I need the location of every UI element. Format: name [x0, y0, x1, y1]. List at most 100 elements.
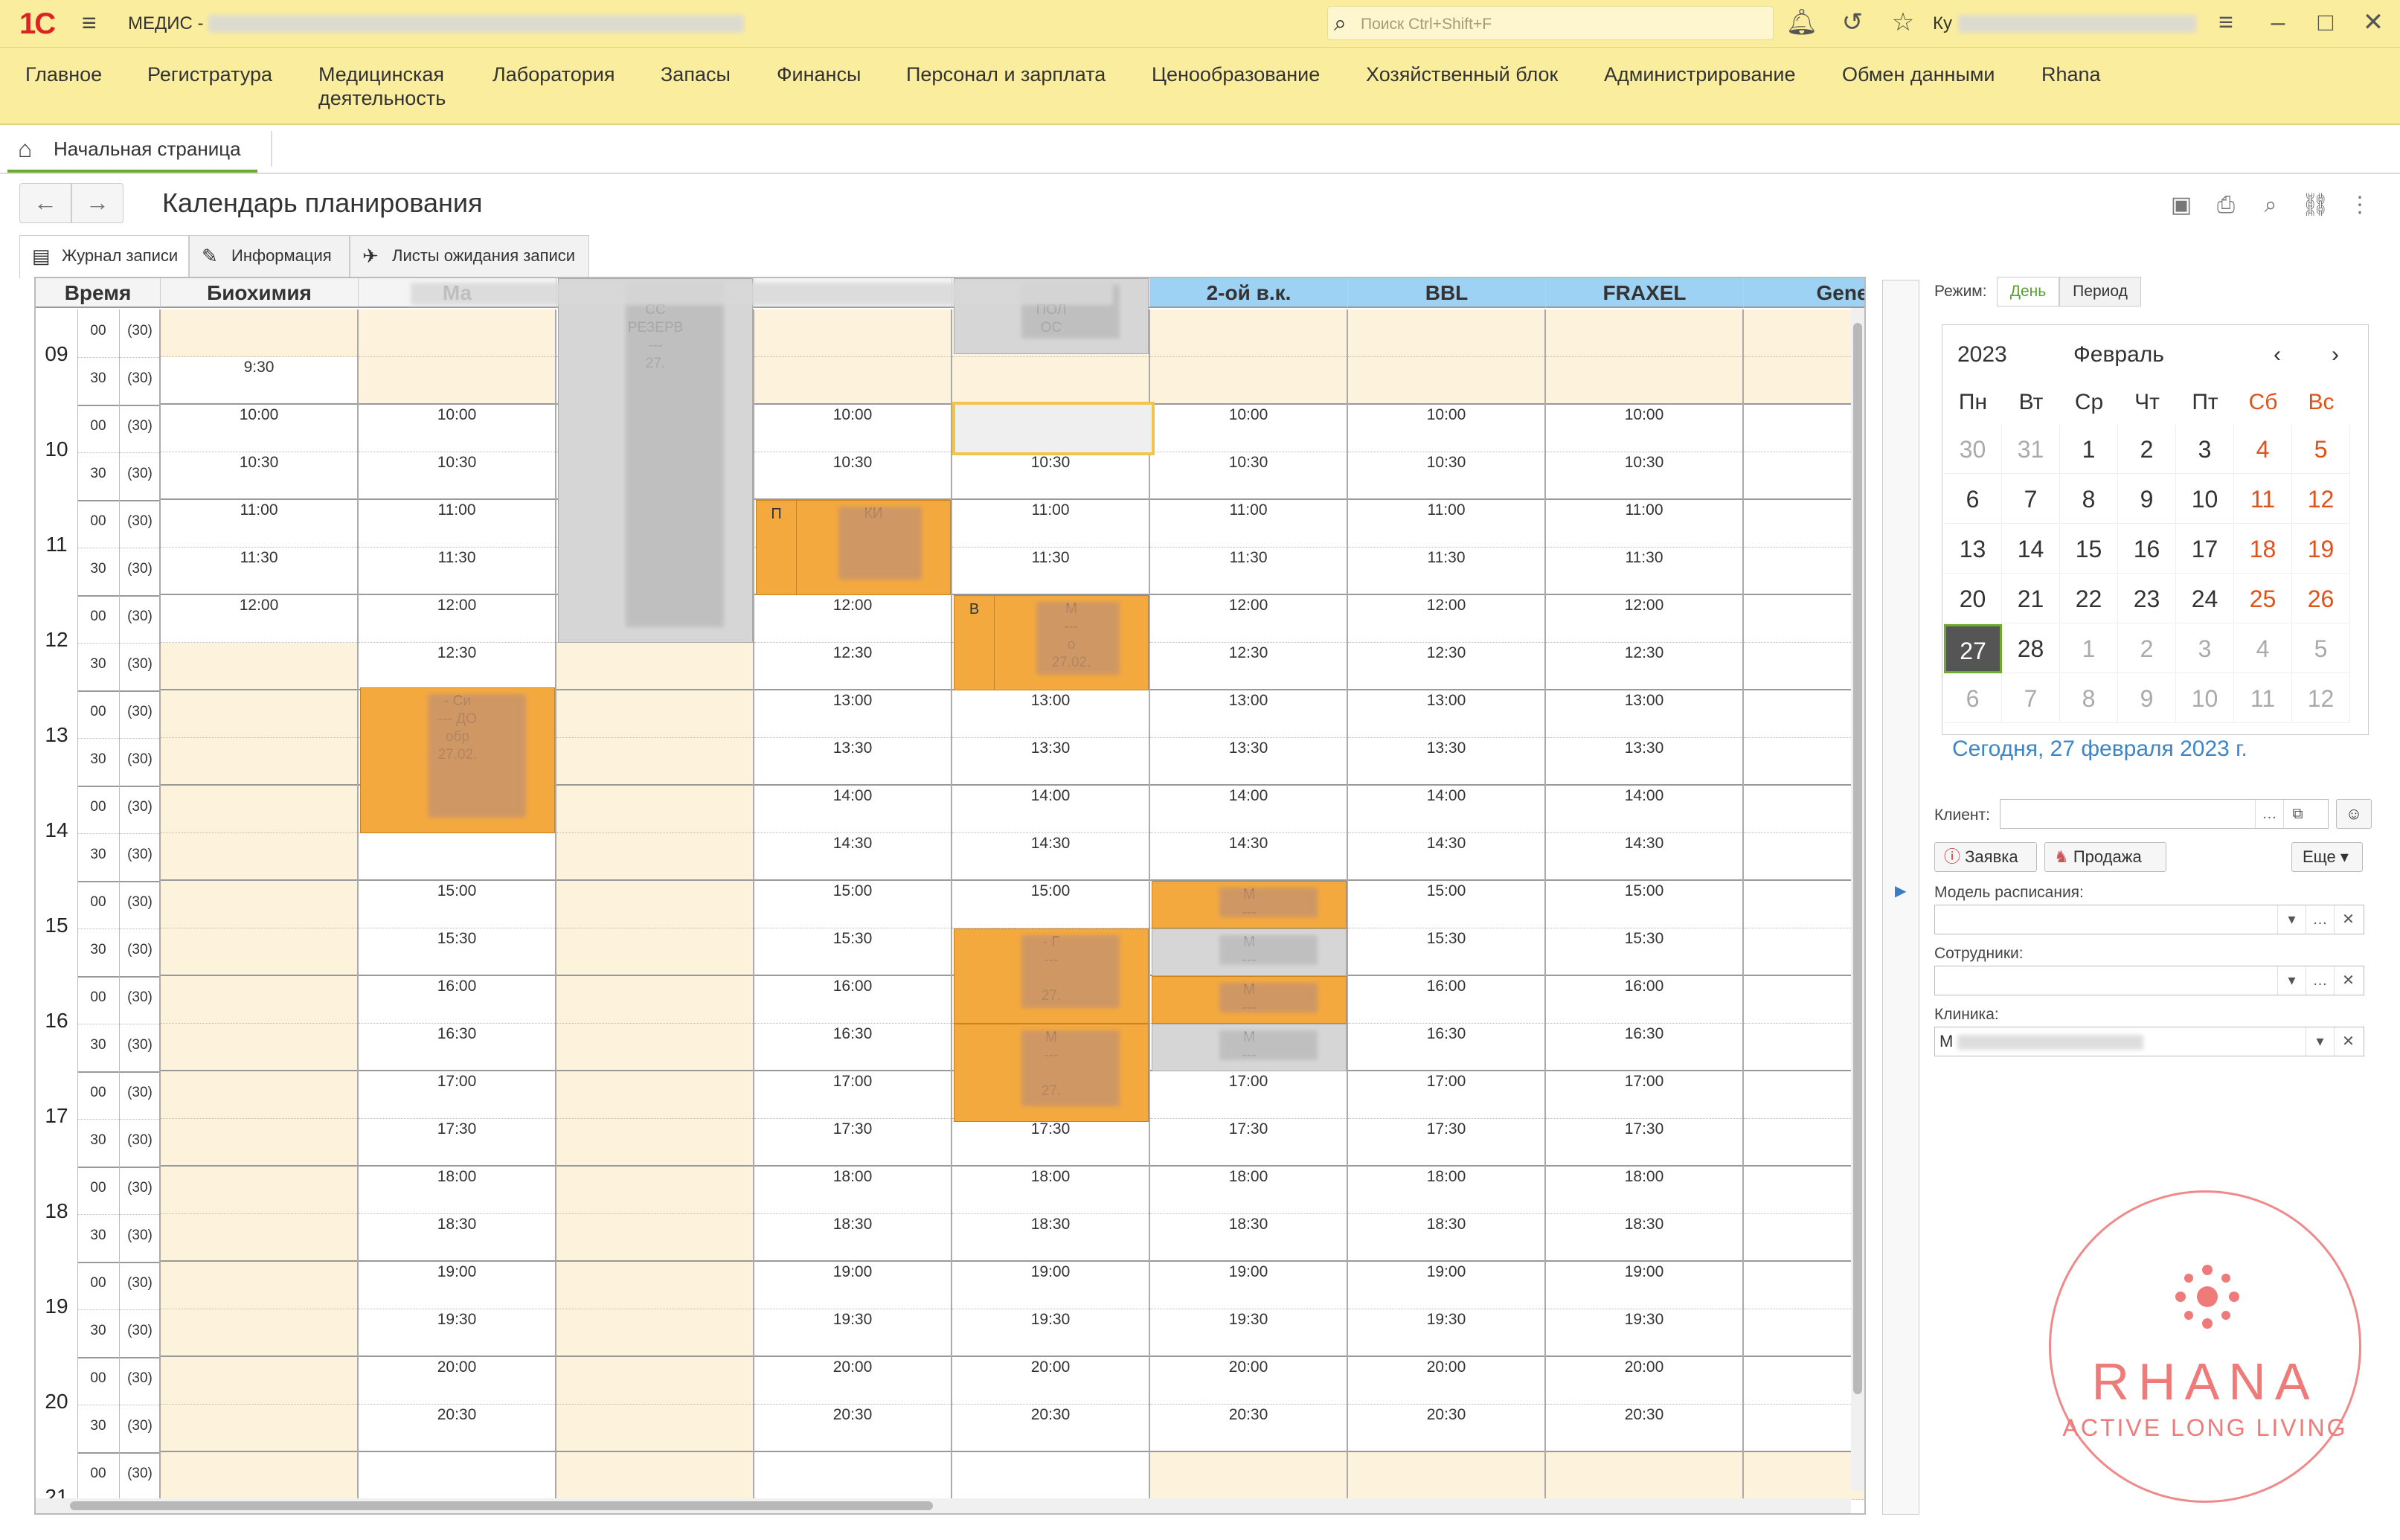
time-slot[interactable]	[161, 690, 357, 738]
time-slot[interactable]: 19:30	[754, 1309, 951, 1357]
time-slot[interactable]: 12:30	[1546, 643, 1742, 690]
appointment[interactable]: ПКИ	[756, 500, 951, 595]
time-slot[interactable]: 10:30	[754, 452, 951, 500]
time-slot[interactable]: 14:30	[1348, 833, 1544, 881]
time-slot[interactable]: 10:00	[1150, 405, 1347, 452]
time-slot[interactable]: 12:00	[1348, 595, 1544, 643]
column-header[interactable]: Биохимия	[161, 278, 359, 308]
time-slot[interactable]: 10:30	[359, 452, 555, 500]
time-slot[interactable]: 10:00	[161, 405, 357, 452]
time-slot[interactable]: 12:30	[1744, 643, 1864, 690]
clinic-dropdown-button[interactable]: ▾	[2306, 1027, 2334, 1056]
time-slot[interactable]: 20:00	[1348, 1357, 1544, 1405]
time-slot[interactable]: 10:00	[1546, 405, 1742, 452]
request-button[interactable]: ⓘ Заявка	[1934, 842, 2037, 872]
time-slot[interactable]	[556, 1167, 753, 1214]
menu-pricing[interactable]: Ценообразование	[1152, 63, 1321, 86]
time-slot[interactable]: 20:30	[1546, 1405, 1742, 1452]
calendar-day[interactable]: 11	[2234, 674, 2292, 723]
vertical-scrollbar[interactable]	[1851, 308, 1864, 1491]
time-slot[interactable]: 10:30	[1546, 452, 1742, 500]
time-slot[interactable]	[556, 928, 753, 976]
time-slot[interactable]: 20:00	[952, 1357, 1149, 1405]
menu-household[interactable]: Хозяйственный блок	[1366, 63, 1559, 86]
time-slot[interactable]: 10:30	[161, 452, 357, 500]
time-slot[interactable]	[161, 1452, 357, 1500]
time-slot[interactable]: 20:30	[1150, 1405, 1347, 1452]
time-slot[interactable]: 12:30	[1150, 643, 1347, 690]
vertical-scroll-thumb[interactable]	[1853, 323, 1862, 1394]
maximize-icon[interactable]: □	[2317, 8, 2334, 36]
menu-registry[interactable]: Регистратура	[147, 63, 272, 86]
time-slot[interactable]: 20:30	[359, 1405, 555, 1452]
time-slot[interactable]: 18:30	[952, 1214, 1149, 1262]
calendar-day[interactable]: 9	[2118, 674, 2176, 723]
time-slot[interactable]: 16:30	[754, 1024, 951, 1071]
calendar-day[interactable]: 27	[1944, 624, 2002, 673]
time-slot[interactable]	[556, 1214, 753, 1262]
bell-icon[interactable]: 🔔︎	[1785, 8, 1818, 36]
client-field[interactable]: … ⧉	[2000, 799, 2329, 829]
time-slot[interactable]: 12:00	[161, 595, 357, 643]
calendar-day[interactable]: 6	[1944, 475, 2002, 524]
time-slot[interactable]: 13:30	[1546, 738, 1742, 786]
calendar-day[interactable]: 20	[1944, 574, 2002, 623]
time-slot[interactable]	[161, 881, 357, 928]
time-slot[interactable]: 11:30	[1150, 548, 1347, 595]
time-slot[interactable]: 15:00	[1348, 881, 1544, 928]
time-slot[interactable]	[556, 833, 753, 881]
calendar-day[interactable]: 19	[2292, 524, 2350, 574]
calendar-day[interactable]: 30	[1944, 425, 2002, 474]
time-slot[interactable]: 15:30	[1348, 928, 1544, 976]
calendar-day[interactable]: 28	[2002, 624, 2060, 673]
calendar-day[interactable]: 7	[2002, 475, 2060, 524]
appointment[interactable]: - Си --- ДО обр 27.02.	[360, 687, 555, 833]
time-slot[interactable]: 20:30	[754, 1405, 951, 1452]
time-slot[interactable]: 18:00	[359, 1167, 555, 1214]
staff-field[interactable]: ▾ … ✕	[1934, 966, 2364, 995]
time-slot[interactable]: 19:30	[1744, 1309, 1864, 1357]
time-slot[interactable]	[161, 833, 357, 881]
schedule-clear-button[interactable]: ✕	[2334, 905, 2362, 934]
today-link[interactable]: Сегодня, 27 февраля 2023 г.	[1952, 737, 2247, 761]
calendar-day[interactable]: 7	[2002, 674, 2060, 723]
tab-info[interactable]: ✎ Информация	[189, 235, 350, 277]
time-slot[interactable]	[952, 1452, 1149, 1500]
time-slot[interactable]	[161, 976, 357, 1024]
appointment[interactable]: - Г --- 27.	[954, 928, 1149, 1024]
calendar-day[interactable]: 4	[2234, 624, 2292, 673]
time-slot[interactable]: 17:30	[754, 1119, 951, 1167]
horizontal-scrollbar[interactable]	[36, 1498, 1851, 1513]
time-slot[interactable]: 17:30	[1150, 1119, 1347, 1167]
calendar-day[interactable]: 14	[2002, 524, 2060, 574]
calendar-day[interactable]: 22	[2060, 574, 2118, 623]
save-icon[interactable]: ▣	[2170, 193, 2192, 217]
time-slot[interactable]: 18:30	[1744, 1214, 1864, 1262]
link-icon[interactable]: ⛓	[2300, 193, 2330, 217]
time-slot[interactable]: 18:30	[359, 1214, 555, 1262]
time-slot[interactable]	[359, 357, 555, 405]
menu-main[interactable]: Главное	[25, 63, 103, 86]
time-slot[interactable]: 16:00	[1744, 976, 1864, 1024]
time-slot[interactable]	[1348, 357, 1544, 405]
menu-finance[interactable]: Финансы	[777, 63, 862, 86]
calendar-day[interactable]: 5	[2292, 425, 2350, 474]
calendar-day[interactable]: 1	[2060, 624, 2118, 673]
calendar-day[interactable]: 21	[2002, 574, 2060, 623]
time-slot[interactable]: 16:00	[754, 976, 951, 1024]
time-slot[interactable]	[556, 690, 753, 738]
time-slot[interactable]	[161, 1119, 357, 1167]
time-slot[interactable]	[556, 1452, 753, 1500]
time-slot[interactable]: 17:30	[952, 1119, 1149, 1167]
clinic-clear-button[interactable]: ✕	[2334, 1027, 2362, 1056]
time-slot[interactable]: 13:30	[1348, 738, 1544, 786]
time-slot[interactable]: 14:30	[754, 833, 951, 881]
menu-staff[interactable]: Персонал и зарплата	[906, 63, 1106, 86]
menu-medical[interactable]: Медицинская деятельность	[318, 63, 446, 109]
time-slot[interactable]: 14:00	[1348, 786, 1544, 833]
main-menu-icon[interactable]: ≡	[82, 9, 97, 37]
time-slot[interactable]: 15:30	[754, 928, 951, 976]
time-slot[interactable]: 14:00	[1546, 786, 1742, 833]
sale-button[interactable]: ♞ Продажа	[2044, 842, 2166, 872]
staff-clear-button[interactable]: ✕	[2334, 966, 2362, 995]
